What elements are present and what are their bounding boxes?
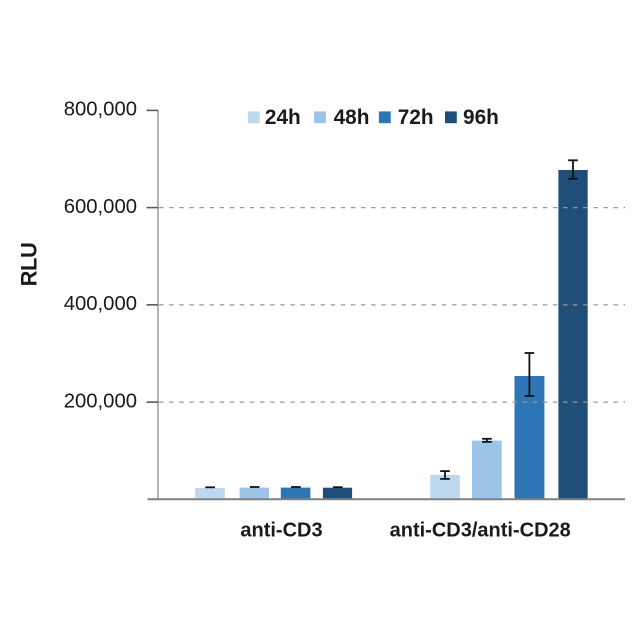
svg-text:400,000: 400,000 [64,293,137,315]
svg-text:RLU: RLU [17,243,42,287]
svg-text:800,000: 800,000 [64,99,137,121]
svg-text:24h: 24h [265,106,301,129]
svg-text:96h: 96h [463,106,499,129]
svg-text:anti-CD3: anti-CD3 [240,519,322,541]
svg-text:48h: 48h [334,106,370,129]
svg-text:600,000: 600,000 [64,196,137,218]
svg-text:200,000: 200,000 [64,390,137,412]
svg-text:anti-CD3/anti-CD28: anti-CD3/anti-CD28 [390,519,571,541]
svg-text:72h: 72h [398,106,434,129]
